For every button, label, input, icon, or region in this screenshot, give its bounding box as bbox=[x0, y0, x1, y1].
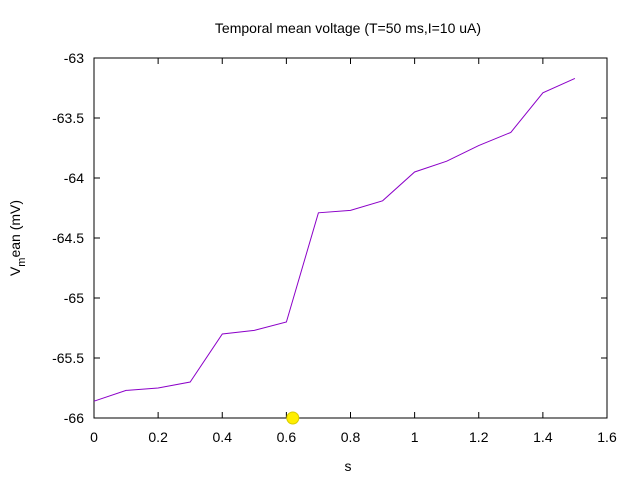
x-tick-label: 0 bbox=[90, 429, 98, 445]
marker-point bbox=[286, 411, 300, 425]
y-tick-label: -63.5 bbox=[52, 110, 84, 126]
y-axis-label-sub: m bbox=[16, 258, 28, 267]
y-tick-label: -64.5 bbox=[52, 230, 84, 246]
plot-frame bbox=[93, 57, 608, 419]
x-tick-label: 0.8 bbox=[341, 429, 361, 445]
x-tick-label: 1.4 bbox=[533, 429, 553, 445]
y-axis-label-main: V bbox=[7, 266, 23, 276]
x-axis-label: s bbox=[345, 458, 352, 474]
series-line-0 bbox=[93, 77, 576, 402]
x-tick-label: 0.2 bbox=[148, 429, 168, 445]
x-tick-label: 1 bbox=[411, 429, 419, 445]
y-tick-label: -66 bbox=[64, 410, 84, 426]
series-layer bbox=[93, 77, 576, 425]
y-axis-label-rest: ean (mV) bbox=[7, 200, 23, 258]
y-tick-label: -65 bbox=[64, 290, 84, 306]
x-tick-label: 1.2 bbox=[469, 429, 489, 445]
y-tick-label: -63 bbox=[64, 50, 84, 66]
chart-title: Temporal mean voltage (T=50 ms,I=10 uA) bbox=[215, 20, 481, 36]
y-tick-label: -64 bbox=[64, 170, 84, 186]
x-tick-label: 1.6 bbox=[597, 429, 617, 445]
y-axis-label: Vmean (mV) bbox=[7, 200, 28, 276]
x-tick-label: 0.6 bbox=[277, 429, 297, 445]
y-tick-label: -65.5 bbox=[52, 350, 84, 366]
x-tick-label: 0.4 bbox=[213, 429, 233, 445]
ticks-layer: 0 0.2 0.4 0.6 0.8 1 1.2 1.4 1.6 -66 -65.5 -65 -64.5 -… bbox=[52, 50, 617, 445]
